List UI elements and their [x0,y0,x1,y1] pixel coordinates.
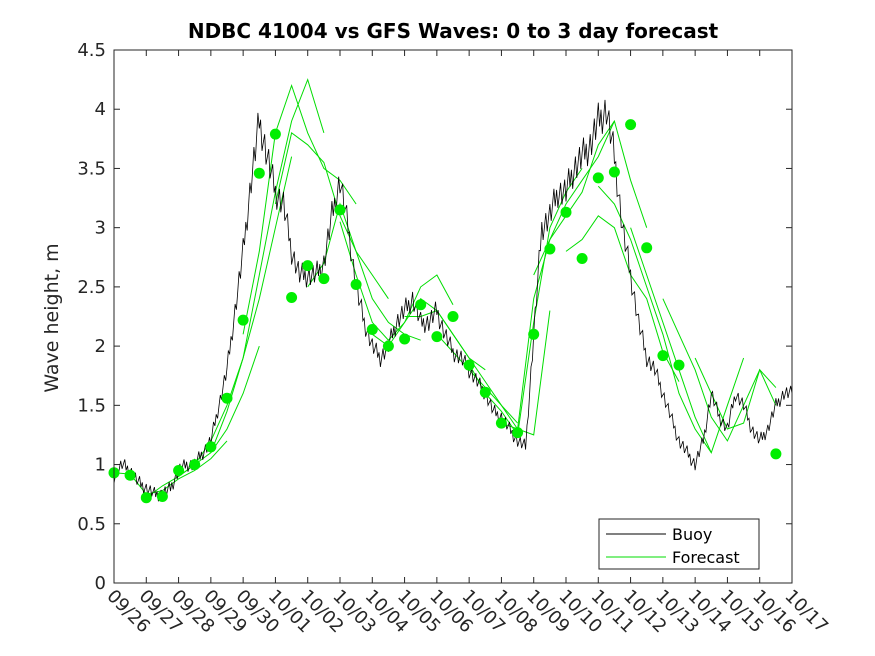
forecast-marker [382,340,394,352]
y-axis: 0 0.5 1 1.5 2 2.5 3 3.5 4 4.5 [77,40,792,594]
forecast-marker [221,392,233,404]
legend-buoy-label: Buoy [672,525,712,544]
forecast-marker [576,253,588,264]
forecast-marker [237,314,249,326]
forecast-marker [334,204,346,216]
forecast-marker [350,279,362,290]
forecast-marker [205,441,217,453]
forecast-marker [447,311,459,322]
forecast-markers [108,119,782,504]
forecast-marker [302,260,314,272]
forecast-line [501,120,615,430]
forecast-marker [544,243,556,255]
y-tick-label: 0 [95,573,106,594]
forecast-line [533,119,648,276]
forecast-marker [528,328,540,340]
forecast-marker [173,465,185,476]
forecast-line [662,298,777,442]
y-tick-label: 3 [95,218,106,239]
forecast-marker [415,299,427,311]
forecast-line [630,227,745,455]
legend-forecast-label: Forecast [672,548,740,567]
forecast-marker [366,324,378,335]
y-tick-label: 2 [95,336,106,357]
forecast-line [307,202,421,341]
y-tick-label: 4 [95,99,106,120]
buoy-line [113,99,793,502]
forecast-marker [269,128,281,140]
legend: Buoy Forecast [598,518,760,570]
y-tick-label: 4.5 [77,40,106,61]
forecast-line [242,83,357,335]
y-axis-label: Wave height, m [41,243,63,392]
forecast-line [565,215,680,382]
legend-box [598,518,760,570]
forecast-marker [463,359,475,371]
y-tick-label: 1.5 [77,395,106,416]
forecast-marker [495,417,507,429]
forecast-marker [770,448,782,460]
forecast-marker [625,119,637,131]
forecast-marker [140,492,152,504]
y-tick-label: 0.5 [77,514,106,535]
forecast-marker [431,331,443,343]
forecast-line [274,132,389,299]
forecast-marker [156,491,168,502]
forecast-line [597,185,712,453]
forecast-marker [673,359,685,371]
forecast-marker [608,166,620,178]
forecast-marker [560,206,572,218]
forecast-marker [592,172,604,184]
forecast-lines [113,78,777,499]
plot-frame [113,49,793,584]
forecast-marker [479,386,491,398]
forecast-marker [318,273,330,285]
buoy-line-group [113,99,793,502]
forecast-line [694,357,777,430]
y-tick-label: 2.5 [77,277,106,298]
forecast-marker [641,242,653,254]
forecast-marker [253,167,265,179]
forecast-marker [124,469,136,481]
forecast-line [404,309,518,424]
forecast-marker [189,459,201,471]
forecast-marker [657,350,669,362]
chart-title: NDBC 41004 vs GFS Waves: 0 to 3 day fore… [188,19,719,43]
forecast-marker [286,292,298,303]
y-tick-label: 1 [95,455,106,476]
y-tick-label: 3.5 [77,158,106,179]
forecast-marker [399,333,411,345]
forecast-marker [512,427,524,439]
